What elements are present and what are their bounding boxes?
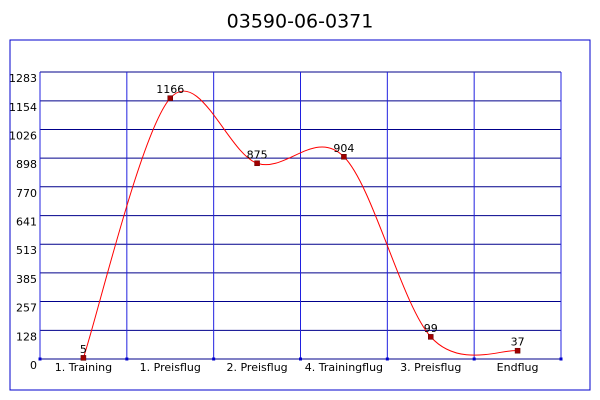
x-tick-label: 4. Trainingflug (305, 361, 383, 374)
y-tick-label: 898 (16, 158, 37, 171)
point-marker (167, 95, 173, 101)
point-marker (341, 154, 347, 160)
point-marker (254, 160, 260, 167)
chart-title: 03590-06-0371 (227, 11, 374, 33)
y-tick-label: 513 (16, 244, 37, 257)
y-tick-label: 128 (16, 330, 37, 343)
axis-dot (472, 357, 476, 361)
y-tick-label: 1154 (9, 101, 37, 114)
axis-dot (299, 357, 302, 361)
y-tick-label: 641 (16, 216, 37, 229)
point-marker (514, 347, 521, 354)
data-label: 37 (511, 336, 525, 349)
y-tick-label: 770 (16, 187, 37, 200)
axis-dot (559, 357, 563, 361)
y-tick-label: 1283 (9, 72, 37, 85)
data-label: 99 (424, 322, 438, 335)
x-tick-label: 3. Preisflug (400, 361, 461, 374)
x-tick-label: 1. Training (55, 361, 112, 374)
x-tick-label: Endflug (497, 361, 539, 374)
y-tick-label: 1026 (9, 129, 37, 142)
axis-dot (212, 357, 216, 361)
point-marker (428, 334, 434, 340)
axis-dot (385, 357, 389, 361)
axis-dot (38, 357, 42, 361)
data-label: 875 (247, 148, 268, 161)
point-marker (80, 355, 87, 361)
y-tick-label: 0 (30, 359, 37, 372)
data-label: 1166 (156, 83, 184, 96)
x-tick-label: 2. Preisflug (227, 361, 288, 374)
axis-dot (125, 357, 129, 361)
y-tick-label: 257 (16, 302, 37, 315)
x-tick-label: 1. Preisflug (140, 361, 201, 374)
data-label: 904 (333, 142, 354, 155)
data-label: 5 (80, 343, 87, 356)
y-tick-label: 385 (16, 273, 37, 286)
